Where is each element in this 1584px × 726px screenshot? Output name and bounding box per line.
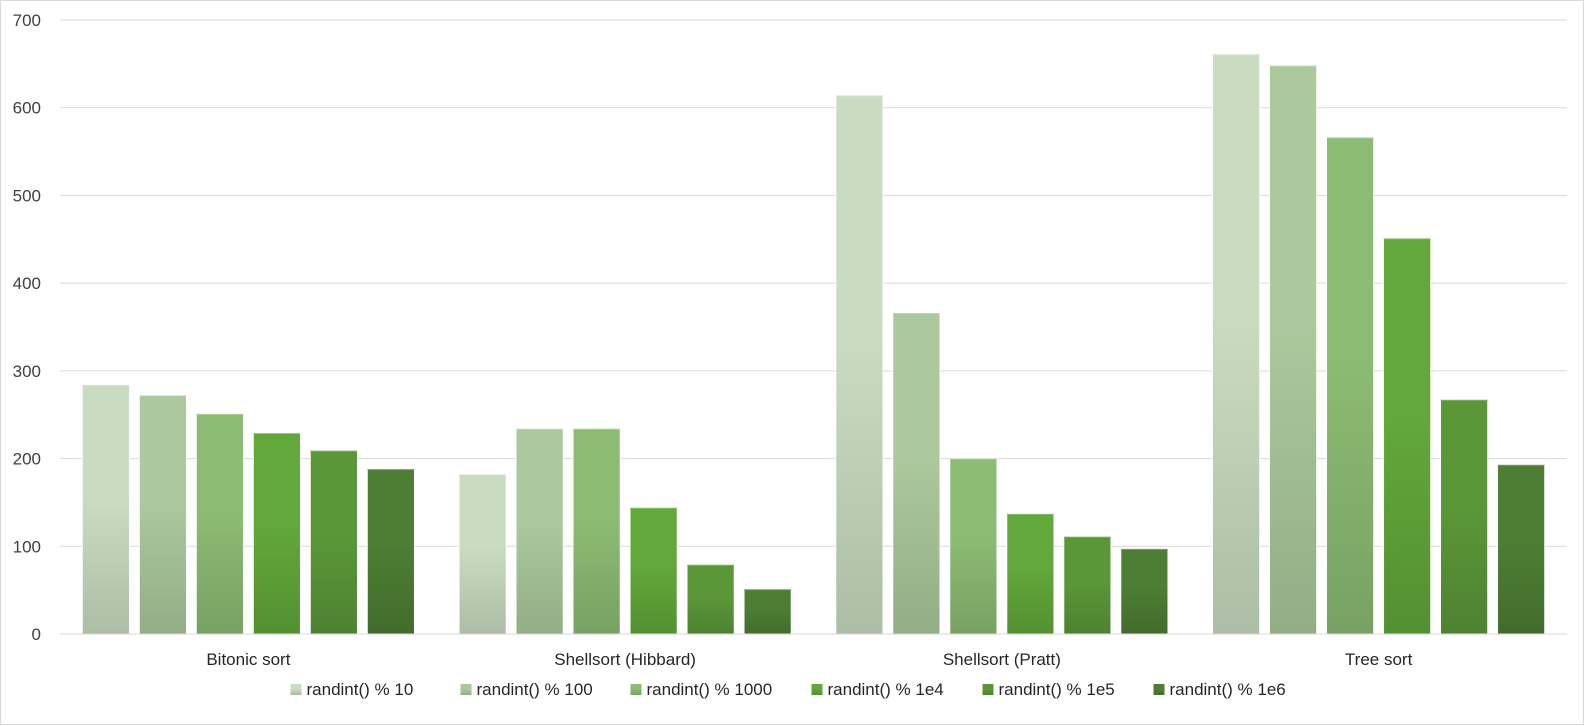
legend-swatch-5 (982, 684, 994, 695)
bar-2-4 (629, 507, 678, 635)
bar-3-2 (892, 312, 941, 635)
category-label-3: Shellsort (Pratt) (943, 650, 1061, 669)
legend: randint() % 10 randint() % 100 randint() %… (290, 680, 1286, 699)
bar-3-5 (1063, 536, 1112, 635)
bars (81, 53, 1546, 635)
bar-2-1 (458, 473, 507, 635)
legend-swatch-6 (1153, 684, 1165, 695)
category-label-1: Bitonic sort (206, 650, 290, 669)
bar-1-4 (252, 432, 301, 635)
x-axis-category-labels: Bitonic sort Shellsort (Hibbard) Shellsort… (206, 650, 1412, 669)
bar-1-1 (81, 384, 130, 635)
bar-1-2 (138, 395, 187, 635)
bar-4-6 (1497, 464, 1546, 635)
y-tick-label-700: 700 (13, 11, 41, 30)
bar-1-6 (366, 468, 415, 635)
bar-4-1 (1212, 53, 1261, 635)
legend-swatch-2 (460, 684, 472, 695)
y-tick-label-600: 600 (13, 99, 41, 118)
legend-label-5: randint() % 1e5 (999, 680, 1115, 699)
y-tick-label-500: 500 (13, 186, 41, 205)
bar-4-3 (1326, 137, 1375, 635)
bar-1-5 (309, 450, 358, 635)
legend-label-3: randint() % 1000 (647, 680, 773, 699)
bar-2-6 (743, 588, 792, 635)
bar-1-3 (195, 413, 244, 635)
bar-3-1 (835, 95, 884, 635)
y-tick-label-0: 0 (32, 625, 41, 644)
y-tick-label-400: 400 (13, 274, 41, 293)
category-label-4: Tree sort (1345, 650, 1413, 669)
legend-label-1: randint() % 10 (307, 680, 414, 699)
bar-3-3 (949, 458, 998, 635)
bar-3-4 (1006, 513, 1055, 635)
y-axis-tick-labels: 0 100 200 300 400 500 600 700 (13, 11, 41, 644)
bar-4-2 (1269, 65, 1318, 635)
y-tick-label-100: 100 (13, 537, 41, 556)
bar-3-6 (1120, 548, 1169, 635)
y-tick-label-300: 300 (13, 362, 41, 381)
legend-label-2: randint() % 100 (477, 680, 593, 699)
legend-swatch-4 (811, 684, 823, 695)
legend-swatch-1 (290, 684, 302, 695)
bar-2-2 (515, 428, 564, 635)
bar-4-4 (1383, 238, 1432, 635)
legend-label-6: randint() % 1e6 (1170, 680, 1286, 699)
legend-swatch-3 (630, 684, 642, 695)
bar-2-5 (686, 564, 735, 635)
y-tick-label-200: 200 (13, 450, 41, 469)
bar-4-5 (1440, 399, 1489, 635)
category-label-2: Shellsort (Hibbard) (554, 650, 696, 669)
bar-2-3 (572, 428, 621, 635)
legend-label-4: randint() % 1e4 (828, 680, 944, 699)
